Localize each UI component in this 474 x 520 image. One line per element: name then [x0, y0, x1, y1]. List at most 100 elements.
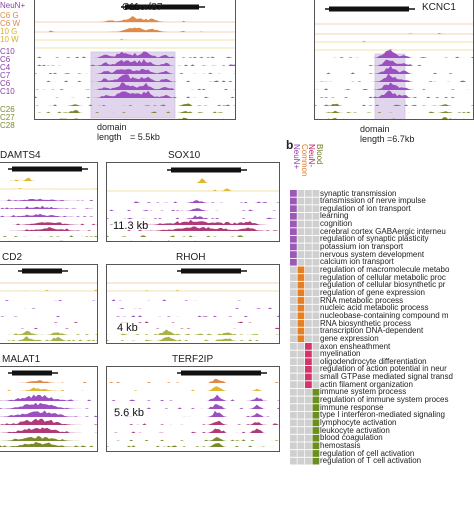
region-size-terf2ip: 5.6 kb — [114, 407, 144, 419]
heatmap-cell — [305, 228, 312, 235]
heatmap-cell — [290, 457, 297, 465]
go-term-label: synaptic transmission — [320, 188, 397, 198]
heatmap-cell — [305, 388, 312, 396]
heatmap-cell — [290, 388, 297, 396]
heatmap-cell — [305, 350, 312, 358]
gene-label-terf2ip: TERF2IP — [172, 354, 214, 365]
domain-label-kcnc1: domain length =6.7kb — [360, 124, 414, 144]
heatmap-cell — [297, 251, 305, 258]
heatmap-cell — [312, 457, 320, 465]
browser-panel-rhoh — [106, 264, 280, 344]
heatmap-cell — [305, 358, 312, 366]
heatmap-cell — [305, 205, 312, 213]
heatmap-cell — [290, 205, 297, 213]
heatmap-cell — [297, 327, 305, 335]
go-term-label: regulation of cellular biosynthetic pr — [320, 280, 446, 290]
heatmap-cell — [297, 388, 305, 396]
browser-panel-terf2ip — [106, 366, 280, 452]
track-label: C4 — [0, 63, 11, 72]
heatmap-cell — [305, 411, 312, 419]
heatmap-cell — [312, 343, 320, 350]
gene-label-adamts4: DAMTS4 — [0, 150, 41, 161]
gene-model — [177, 370, 267, 376]
heatmap-cell — [312, 235, 320, 243]
heatmap-cell — [297, 419, 305, 427]
heatmap-cell — [312, 297, 320, 304]
heatmap-cell — [297, 427, 305, 434]
heatmap-cell — [312, 281, 320, 289]
heatmap-cell — [312, 442, 320, 450]
go-term-label: actin filament organization — [320, 379, 413, 389]
heatmap-cell — [312, 350, 320, 358]
heatmap-cell — [290, 434, 297, 442]
gene-label-cd2: CD2 — [2, 252, 23, 263]
track-plot-terf2ip — [107, 370, 279, 447]
heatmap-column-header: Blood — [314, 144, 324, 165]
go-term-label: leukocyte activation — [320, 425, 390, 435]
heatmap-cell — [305, 396, 312, 404]
heatmap-cell — [290, 442, 297, 450]
track-plot-kcnc1 — [315, 6, 473, 119]
go-term-label: transmission of nerve impulse — [320, 196, 426, 206]
go-term-label: regulation of action potential in neur — [320, 364, 447, 374]
heatmap-cell — [312, 381, 320, 388]
heatmap-cell — [297, 320, 305, 327]
gene-model — [8, 370, 58, 376]
gene-label-rhoh: RHOH — [176, 252, 206, 263]
track-plot-sox10 — [107, 167, 279, 241]
heatmap-cell — [305, 335, 312, 343]
go-term-label: potassium ion transport — [320, 242, 404, 252]
heatmap-cell — [312, 388, 320, 396]
heatmap-cell — [290, 427, 297, 434]
heatmap-cell — [297, 343, 305, 350]
track-label: 10 G — [0, 27, 18, 36]
gene-model — [167, 167, 247, 173]
gene-label-sox10: SOX10 — [168, 150, 201, 161]
heatmap-cell — [290, 411, 297, 419]
track-label: C10 — [0, 87, 15, 96]
domain-word: domain — [360, 124, 390, 134]
go-term-label: myelination — [320, 349, 361, 359]
heatmap-cell — [297, 235, 305, 243]
gene-model — [121, 4, 205, 10]
domain-length-value: = 5.5kb — [130, 132, 160, 142]
heatmap-cell — [297, 220, 305, 228]
track-label: C10 — [0, 47, 15, 56]
heatmap-cell — [305, 343, 312, 350]
go-term-label: immune response — [320, 402, 384, 412]
go-term-label: type I interferon-mediated signaling — [320, 410, 445, 420]
track-label: C6 — [0, 55, 11, 64]
heatmap-cell — [305, 457, 312, 465]
heatmap-cell — [312, 434, 320, 442]
length-word: length — [360, 134, 385, 144]
go-term-label: regulation of cellular metabolic proc — [320, 272, 446, 282]
heatmap-cell — [312, 320, 320, 327]
go-term-label: regulation of T cell activation — [320, 456, 422, 466]
track-label: C6 — [0, 79, 11, 88]
heatmap-cell — [297, 243, 305, 251]
track-plot-c11orf87 — [35, 4, 235, 119]
heatmap-cell — [312, 251, 320, 258]
track-label: C7 — [0, 71, 11, 80]
panel-b-label: b — [286, 138, 294, 152]
heatmap-grid — [290, 190, 320, 465]
heatmap-cell — [305, 427, 312, 434]
heatmap-cell — [305, 434, 312, 442]
heatmap-cell — [297, 442, 305, 450]
heatmap-cell — [290, 281, 297, 289]
go-term-label: blood coagulation — [320, 433, 383, 443]
heatmap-cell — [290, 274, 297, 281]
heatmap-cell — [305, 365, 312, 373]
heatmap-cell — [312, 373, 320, 381]
heatmap-cell — [297, 281, 305, 289]
region-size-rhoh: 4 kb — [117, 322, 138, 334]
track-label: C27 — [0, 113, 15, 122]
heatmap-cell — [290, 320, 297, 327]
heatmap-cell — [297, 373, 305, 381]
heatmap-cell — [297, 365, 305, 373]
heatmap-cell — [305, 197, 312, 205]
heatmap-cell — [290, 373, 297, 381]
go-term-label: regulation of ion transport — [320, 203, 411, 213]
heatmap-cell — [305, 266, 312, 274]
heatmap-cell — [297, 304, 305, 312]
